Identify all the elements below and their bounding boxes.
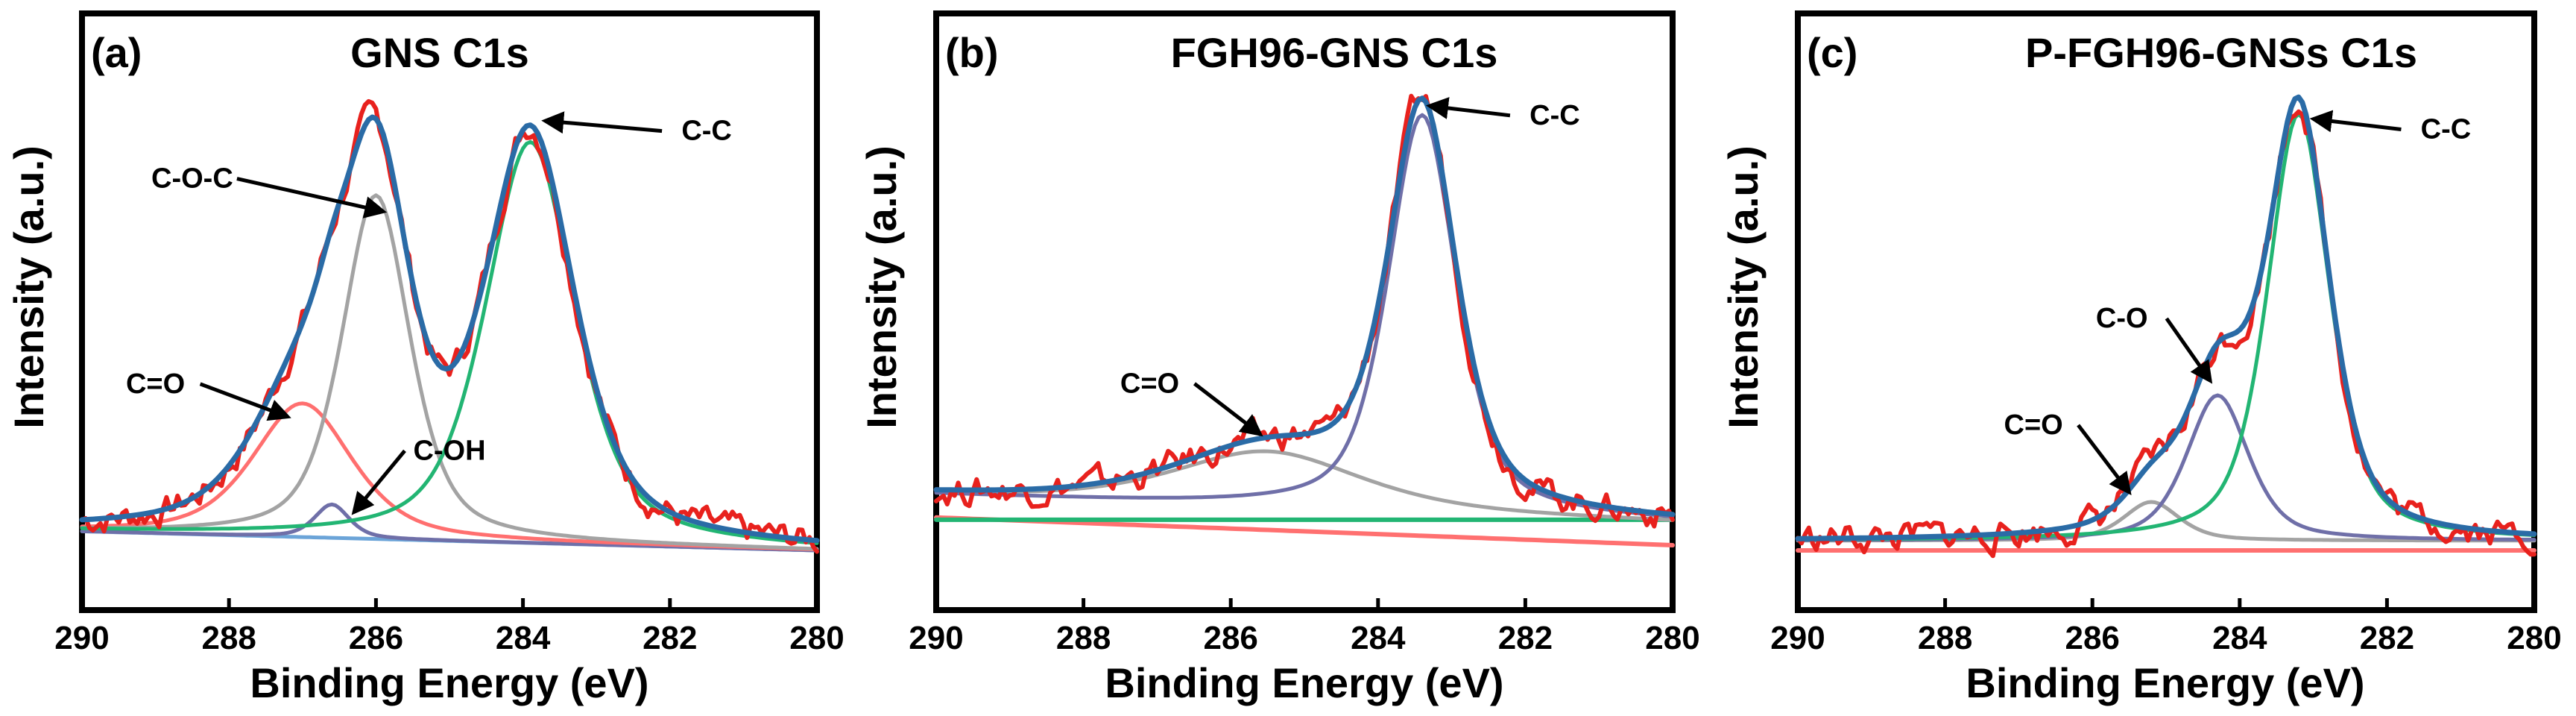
panel-b: Intensity (a.u.) (b) FGH96-GNS C1s C-C C…: [858, 10, 1700, 706]
panel-c-peak-c-c: [1796, 112, 2536, 541]
panel-b-label-c-o: C=O: [1120, 368, 1179, 399]
panel-b-title: FGH96-GNS C1s: [1171, 29, 1498, 76]
panel-b-baseline-red: [934, 515, 1675, 547]
panel-c-tick-label: 280: [2507, 620, 2561, 656]
panel-c: Intensity (a.u.) (c) P-FGH96-GNSs C1s C-…: [1720, 10, 2562, 706]
panel-a-tick-label: 290: [54, 620, 109, 656]
panel-b-letter: (b): [945, 29, 999, 76]
panel-c-envelope: [1795, 94, 2537, 541]
panel-a-label-c-o: C=O: [126, 368, 185, 400]
panel-a-tick-label: 280: [789, 620, 844, 656]
panel-a-peak-c-o-c: [80, 193, 819, 551]
panel-b-arrow-c-o: [1193, 382, 1263, 437]
panel-a-tick-label: 286: [349, 620, 403, 656]
panel-a-tick-label: 282: [643, 620, 697, 656]
panel-b-label-c-c: C-C: [1530, 100, 1580, 131]
panel-a-tick-label: 288: [201, 620, 256, 656]
panel-b-tick-label: 280: [1645, 620, 1699, 656]
panel-c-tick-label: 284: [2212, 620, 2267, 656]
panel-a-x-axis: 290 288 286 284 282 280: [54, 598, 845, 656]
panel-a-arrow-c-oh: [351, 449, 406, 515]
panel-c-ylabel: Intensity (a.u.): [1720, 145, 1767, 429]
panel-a-label-c-o-c: C-O-C: [151, 163, 233, 195]
panel-b-frame: [933, 10, 1676, 613]
panel-a-arrow-c-c: [541, 111, 663, 134]
panel-a-arrow-c-o: [199, 382, 291, 421]
panel-a-label-c-c: C-C: [681, 116, 732, 147]
panel-c-tick-label: 290: [1770, 620, 1825, 656]
panel-c-arrow-c-o: [2165, 317, 2213, 384]
panel-a-annotations: C-C C-O-C C=O C-OH: [126, 111, 732, 515]
panel-a-curves: [79, 98, 820, 554]
panel-b-peak-c-c: [934, 113, 1675, 518]
panel-c-xlabel: Binding Energy (eV): [1966, 659, 2364, 706]
panel-c-raw-data: [1796, 109, 2536, 559]
panel-a-ylabel: Intensity (a.u.): [5, 145, 52, 429]
panel-b-tick-label: 286: [1203, 620, 1257, 656]
panel-c-tick-label: 282: [2360, 620, 2414, 656]
panel-c-frame: [1795, 10, 2537, 613]
panel-c-arrow-c-c: [2309, 110, 2402, 133]
panel-b-tick-label: 282: [1498, 620, 1553, 656]
panel-b-x-axis: 290 288 286 284 282 280: [909, 598, 1700, 656]
panel-b-envelope: [933, 95, 1676, 518]
panel-b-ylabel: Intensity (a.u.): [858, 145, 905, 429]
panel-a-peak-c-c: [80, 139, 819, 545]
panel-a-xlabel: Binding Energy (eV): [250, 659, 648, 706]
panel-c-tick-label: 288: [1918, 620, 1972, 656]
panel-a-raw-data: [80, 98, 819, 554]
panel-a-title: GNS C1s: [350, 29, 529, 76]
panel-c-label-c-o: C-O: [2096, 303, 2148, 334]
panel-c-label-c-c: C-C: [2421, 114, 2472, 145]
panel-a: Intensity (a.u.) (a) GNS C1s C-C C-O-C C…: [5, 10, 845, 706]
panel-a-arrow-c-o-c: [236, 177, 388, 219]
panel-b-raw-data: [934, 93, 1675, 529]
panel-c-letter: (c): [1807, 29, 1857, 76]
panel-a-letter: (a): [91, 29, 142, 76]
panel-b-tick-label: 284: [1351, 620, 1406, 656]
panel-c-curves: [1795, 94, 2537, 559]
panel-a-label-c-oh: C-OH: [413, 435, 485, 466]
panel-b-tick-label: 288: [1056, 620, 1111, 656]
panel-b-curves: [933, 93, 1676, 547]
panel-a-frame: [79, 10, 820, 613]
panel-c-annotations: C-C C-O C=O: [2004, 110, 2472, 495]
panel-c-arrow-c-o-double: [2077, 424, 2132, 495]
panel-b-tick-label: 290: [909, 620, 963, 656]
panel-a-tick-label: 284: [496, 620, 551, 656]
panel-b-xlabel: Binding Energy (eV): [1105, 659, 1503, 706]
panel-c-label-c-o-double: C=O: [2004, 409, 2063, 441]
panel-c-x-axis: 290 288 286 284 282 280: [1770, 598, 2562, 656]
panel-b-arrow-c-c: [1425, 97, 1511, 119]
panel-a-envelope: [79, 114, 820, 544]
panel-c-tick-label: 286: [2065, 620, 2119, 656]
panel-c-title: P-FGH96-GNSs C1s: [2025, 29, 2417, 76]
panel-b-annotations: C-C C=O: [1120, 97, 1580, 437]
